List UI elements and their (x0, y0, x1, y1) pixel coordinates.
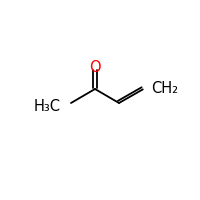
Text: CH₂: CH₂ (151, 81, 178, 96)
Text: H₃C: H₃C (34, 99, 61, 114)
Text: O: O (89, 60, 101, 75)
